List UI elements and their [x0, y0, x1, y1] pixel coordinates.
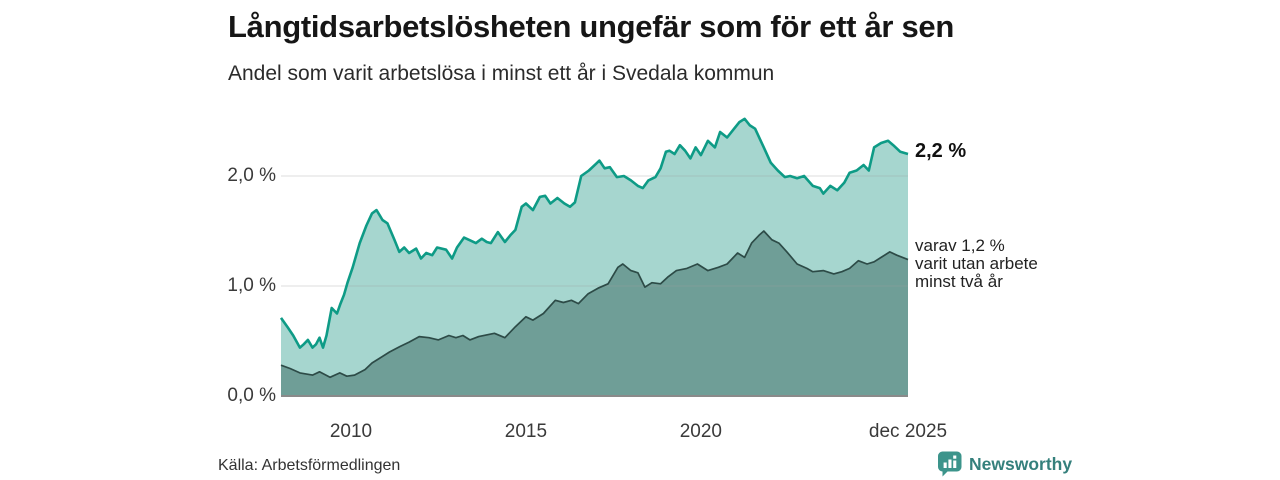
chart-subtitle: Andel som varit arbetslösa i minst ett å… — [228, 62, 775, 85]
brand-logo: Newsworthy — [938, 451, 1072, 477]
line-total — [279, 117, 909, 349]
end-label-two-years: varav 1,2 % varit utan arbete minst två … — [915, 235, 1038, 291]
x-axis-tick-label: 2010 — [329, 421, 373, 442]
y-axis-tick-label: 1,0 % — [227, 275, 276, 296]
y-axis-tick-label: 0,0 % — [227, 385, 276, 406]
line-two_years — [280, 230, 909, 379]
y-axis-tick-label: 2,0 % — [227, 165, 276, 186]
chart-title: Långtidsarbetslösheten ungefär som för e… — [228, 9, 955, 44]
source-credit: Källa: Arbetsförmedlingen — [218, 457, 401, 474]
area-two_years — [281, 231, 908, 396]
end-label-total: 2,2 % — [915, 140, 967, 162]
x-axis-tick-label: dec 2025 — [868, 421, 948, 442]
end-label-two-line2: varit utan arbete — [915, 253, 1038, 273]
x-axis-tick-label: 2020 — [679, 421, 722, 442]
x-axis-tick-label: 2015 — [504, 421, 548, 442]
bar-chart-speech-bubble-icon — [938, 451, 962, 477]
end-label-two-line1: varav 1,2 % — [915, 235, 1005, 255]
end-label-two-line3: minst två år — [915, 271, 1003, 291]
brand-name: Newsworthy — [969, 453, 1073, 474]
